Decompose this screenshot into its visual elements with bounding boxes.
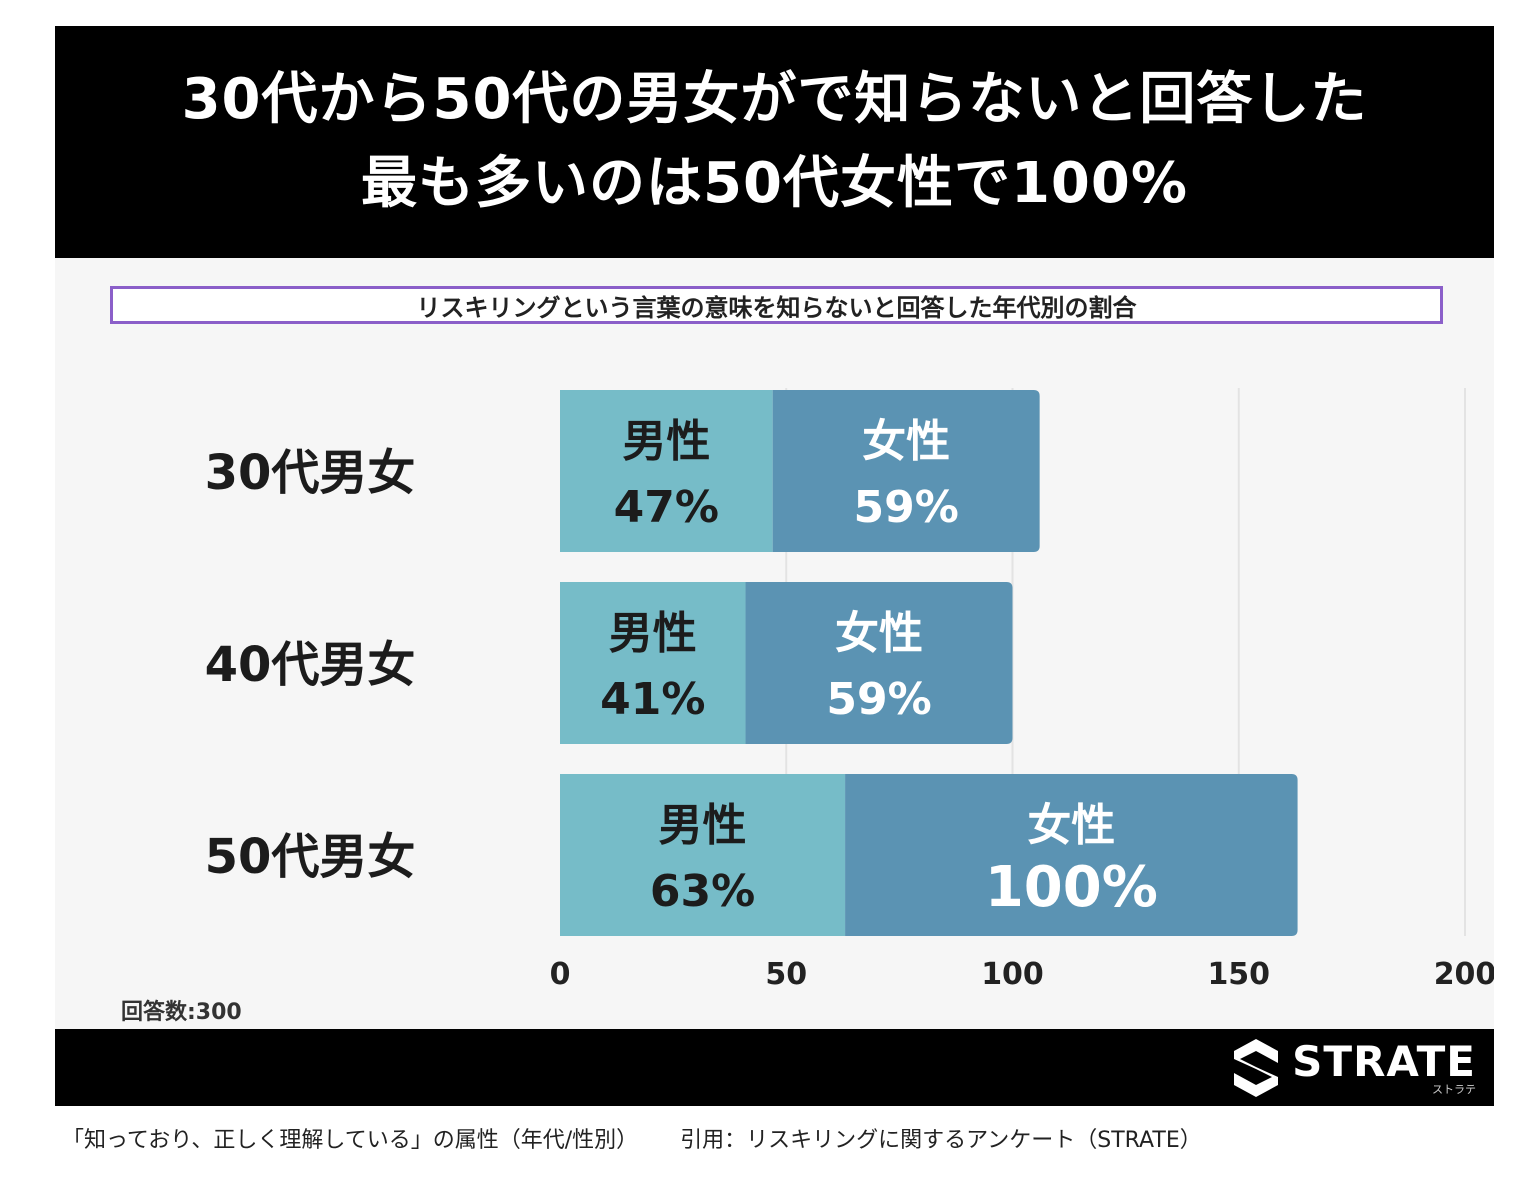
bar-value-label: 47% bbox=[614, 482, 719, 533]
caption-source: 引用：リスキリングに関するアンケート（STRATE） bbox=[680, 1128, 1202, 1153]
bar-segment bbox=[560, 774, 846, 936]
bar-value-label: 59% bbox=[826, 674, 931, 725]
bar-value-label: 63% bbox=[650, 866, 755, 917]
headline-line-2: 最も多いのは50代女性で100% bbox=[361, 151, 1188, 216]
footer-band: STRATE ストラテ bbox=[55, 1029, 1494, 1106]
bar-series-label: 男性 bbox=[622, 416, 710, 467]
bar-series-label: 女性 bbox=[835, 608, 923, 659]
x-tick-label: 0 bbox=[550, 957, 571, 992]
brand-kana: ストラテ bbox=[1432, 1083, 1476, 1096]
bar-segment bbox=[772, 390, 1040, 552]
bar-value-label: 59% bbox=[853, 482, 958, 533]
bar-chart: 0 50 100 150 20030代男女男性47%女性59%40代男女男性41%女性5… bbox=[205, 388, 1494, 992]
image-caption: 「知っており、正しく理解している」の属性（年代/性別） 引用：リスキリングに関する… bbox=[62, 1122, 1244, 1154]
bar-value-label: 100% bbox=[985, 855, 1158, 920]
x-tick-label: 200 bbox=[1434, 957, 1494, 992]
category-label: 50代男女 bbox=[205, 829, 416, 885]
brand-name: STRATE bbox=[1292, 1037, 1476, 1086]
header-band: 30代から50代の男女がで知らないと回答した 最も多いのは50代女性で100% bbox=[55, 26, 1494, 258]
caption-attribute: 「知っており、正しく理解している」の属性（年代/性別） bbox=[62, 1128, 639, 1153]
category-label: 30代男女 bbox=[205, 445, 416, 501]
x-tick-label: 150 bbox=[1207, 957, 1270, 992]
chart-subtitle: リスキリングという言葉の意味を知らないと回答した年代別の割合 bbox=[416, 293, 1137, 322]
figure: 30代から50代の男女がで知らないと回答した 最も多いのは50代女性で100% … bbox=[55, 26, 1494, 1106]
bar-series-label: 男性 bbox=[609, 608, 697, 659]
chart-subtitle-box: リスキリングという言葉の意味を知らないと回答した年代別の割合 bbox=[110, 286, 1443, 324]
bar-segment bbox=[845, 774, 1298, 936]
bar-series-label: 女性 bbox=[862, 416, 950, 467]
bar-segment bbox=[560, 582, 746, 744]
bar-segment bbox=[560, 390, 773, 552]
x-tick-label: 100 bbox=[981, 957, 1044, 992]
x-tick-label: 50 bbox=[765, 957, 807, 992]
bar-value-label: 41% bbox=[600, 674, 705, 725]
brand-logo: STRATE ストラテ bbox=[1230, 1037, 1476, 1099]
sample-size-note: 回答数:300 bbox=[121, 1000, 242, 1025]
category-label: 40代男女 bbox=[205, 637, 416, 693]
bar-segment bbox=[745, 582, 1013, 744]
strate-logo-icon bbox=[1234, 1039, 1279, 1097]
headline-line-1: 30代から50代の男女がで知らないと回答した bbox=[181, 67, 1368, 132]
bar-series-label: 男性 bbox=[659, 800, 747, 851]
bar-series-label: 女性 bbox=[1027, 800, 1115, 851]
